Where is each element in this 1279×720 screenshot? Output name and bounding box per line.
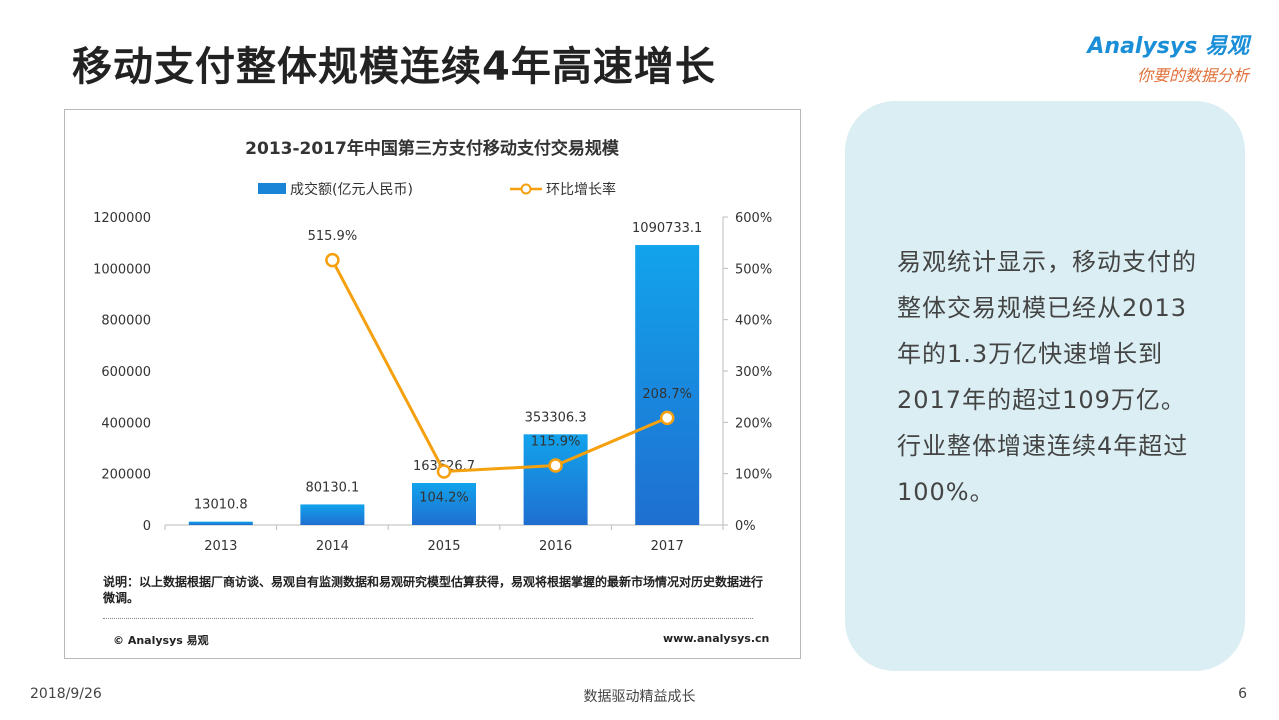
chart-title: 2013-2017年中国第三方支付移动支付交易规模 xyxy=(245,138,620,159)
chart-site: www.analysys.cn xyxy=(663,632,770,645)
x-tick-label: 2016 xyxy=(539,539,572,554)
y-right-tick-label: 100% xyxy=(735,468,772,483)
y-right-tick-label: 200% xyxy=(735,416,772,431)
bar-2017 xyxy=(635,245,700,525)
bar-2016 xyxy=(523,434,588,525)
summary-panel: 易观统计显示，移动支付的整体交易规模已经从2013年的1.3万亿快速增长到201… xyxy=(845,101,1245,671)
y-left-tick-label: 200000 xyxy=(101,468,151,483)
growth-point-2016 xyxy=(548,458,563,473)
bar-2014 xyxy=(300,504,365,525)
y-right-tick-label: 600% xyxy=(735,211,772,226)
bar-value-label: 1090733.1 xyxy=(632,221,702,236)
chart-panel: 2013-2017年中国第三方支付移动支付交易规模成交额(亿元人民币) 环比增长率… xyxy=(64,109,801,659)
summary-text: 易观统计显示，移动支付的整体交易规模已经从2013年的1.3万亿快速增长到201… xyxy=(897,248,1197,506)
y-left-tick-label: 0 xyxy=(143,519,151,534)
chart-note: 说明：以上数据根据厂商访谈、易观自有监测数据和易观研究模型估算获得，易观将根据掌… xyxy=(103,575,764,605)
footer-date: 2018/9/26 xyxy=(30,686,102,702)
y-right-tick-label: 400% xyxy=(735,314,772,329)
y-left-tick-label: 1200000 xyxy=(93,211,151,226)
y-left-tick-label: 400000 xyxy=(101,416,151,431)
y-left-tick-label: 800000 xyxy=(101,314,151,329)
bar-value-label: 353306.3 xyxy=(525,410,587,425)
footer-slogan: 数据驱动精益成长 xyxy=(583,689,696,705)
x-tick-label: 2014 xyxy=(316,539,349,554)
brand-logo: Analysys 易观 你要的数据分析 xyxy=(1087,28,1249,86)
bar-2015 xyxy=(412,483,476,525)
slide-title: 移动支付整体规模连续4年高速增长 xyxy=(72,44,716,90)
bar-2013 xyxy=(188,521,253,525)
page-number: 6 xyxy=(1238,686,1247,702)
legend-bar-swatch xyxy=(258,183,286,194)
y-right-tick-label: 300% xyxy=(735,365,772,380)
logo-tagline: 你要的数据分析 xyxy=(1136,66,1249,85)
growth-value-label: 208.7% xyxy=(642,387,692,402)
x-tick-label: 2017 xyxy=(651,539,684,554)
growth-rate-line xyxy=(331,259,668,474)
chart-copyright: © Analysys 易观 xyxy=(113,634,209,647)
growth-value-label: 104.2% xyxy=(419,491,469,506)
growth-value-label: 115.9% xyxy=(531,435,581,450)
y-right-tick-label: 500% xyxy=(735,262,772,277)
divider xyxy=(103,618,753,619)
bar-value-label: 80130.1 xyxy=(306,480,360,495)
growth-point-2017 xyxy=(659,410,675,426)
logo-name: Analysys 易观 xyxy=(1087,34,1249,59)
y-left-tick-label: 1000000 xyxy=(93,262,151,277)
legend-bar-label: 成交额(亿元人民币) xyxy=(290,181,413,198)
y-right-tick-label: 0% xyxy=(735,519,756,534)
bar-value-label: 13010.8 xyxy=(194,498,248,513)
x-tick-label: 2015 xyxy=(427,539,460,554)
growth-point-2015 xyxy=(436,464,452,479)
legend-line-marker xyxy=(520,183,532,195)
legend-line-label: 环比增长率 xyxy=(546,181,616,198)
growth-value-label: 515.9% xyxy=(308,229,358,244)
x-tick-label: 2013 xyxy=(204,539,237,554)
y-left-tick-label: 600000 xyxy=(101,365,151,380)
growth-point-2014 xyxy=(325,252,340,268)
